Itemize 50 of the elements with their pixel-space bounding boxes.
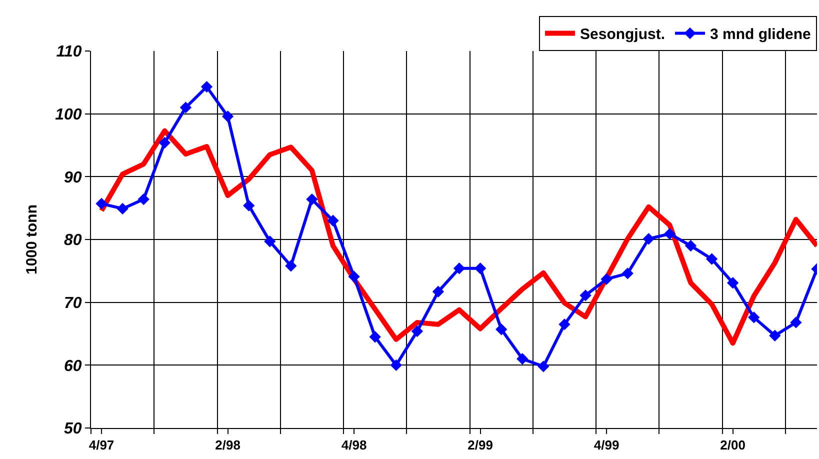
x-tick-label: 4/98 <box>341 438 367 453</box>
point <box>600 273 612 285</box>
x-tick-label: 2/98 <box>215 438 240 453</box>
point <box>496 324 508 336</box>
point <box>684 240 697 252</box>
y-tick-label: 110 <box>56 44 82 61</box>
point <box>538 360 550 372</box>
point <box>180 102 192 114</box>
point <box>726 277 739 289</box>
x-tick-label: 2/99 <box>468 438 493 453</box>
point <box>242 200 255 212</box>
y-axis-title: 1000 tonn <box>23 204 40 275</box>
point <box>264 236 276 248</box>
point <box>516 353 528 365</box>
point <box>474 262 486 274</box>
point <box>200 80 213 93</box>
point <box>748 312 760 324</box>
y-tick-label: 60 <box>64 358 82 375</box>
y-tick-label: 100 <box>55 106 82 124</box>
point <box>285 260 297 272</box>
point <box>306 193 318 206</box>
point <box>769 330 781 342</box>
point <box>138 193 150 206</box>
y-tick-label: 70 <box>64 294 82 312</box>
point <box>664 228 676 240</box>
point <box>580 290 592 302</box>
point <box>348 270 360 282</box>
point <box>390 359 402 372</box>
point <box>158 136 170 149</box>
legend-label: 3 mnd glidene <box>710 26 811 44</box>
point <box>411 325 424 338</box>
x-tick-label: 4/97 <box>88 438 114 453</box>
point <box>622 268 634 280</box>
point <box>558 318 570 330</box>
x-tick-label: 2/00 <box>720 438 746 453</box>
y-tick-label: 80 <box>64 232 82 250</box>
point <box>116 202 128 215</box>
x-tick-label: 4/99 <box>594 438 620 453</box>
point <box>96 198 108 210</box>
point <box>369 331 381 343</box>
y-tick-label: 90 <box>64 169 82 186</box>
point <box>790 316 802 328</box>
point <box>432 286 444 298</box>
point <box>327 214 339 226</box>
point <box>706 253 718 265</box>
point <box>222 110 234 122</box>
legend-label: Sesongjust. <box>580 26 666 44</box>
point <box>642 233 654 245</box>
y-tick-label: 50 <box>64 420 82 438</box>
point <box>453 262 466 274</box>
